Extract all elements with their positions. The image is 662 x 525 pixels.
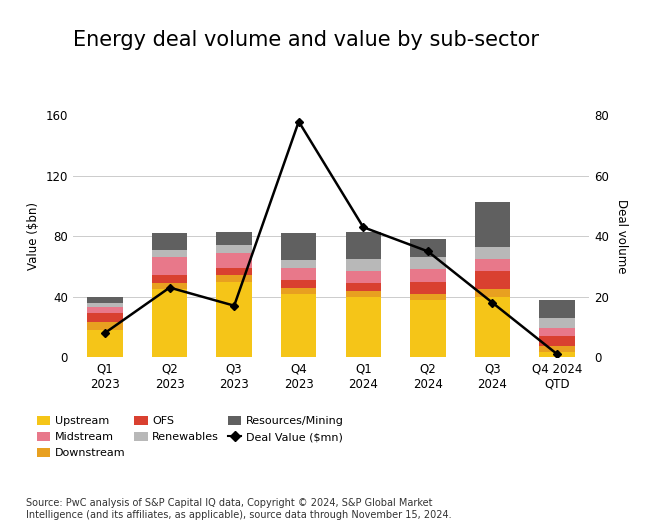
Bar bbox=[152, 250, 187, 257]
Bar bbox=[87, 297, 123, 302]
Bar bbox=[410, 257, 446, 269]
Bar bbox=[410, 300, 446, 357]
Bar bbox=[281, 288, 316, 293]
Deal Value ($mn) bbox=[359, 224, 367, 230]
Deal Value ($mn) bbox=[553, 351, 561, 357]
Y-axis label: Value ($bn): Value ($bn) bbox=[27, 202, 40, 270]
Bar bbox=[152, 276, 187, 283]
Bar bbox=[216, 253, 252, 268]
Deal Value ($mn) bbox=[489, 299, 496, 306]
Bar bbox=[216, 281, 252, 357]
Bar bbox=[346, 271, 381, 283]
Bar bbox=[216, 232, 252, 245]
Bar bbox=[216, 268, 252, 276]
Bar bbox=[475, 202, 510, 247]
Bar bbox=[539, 346, 575, 352]
Bar bbox=[346, 232, 381, 259]
Bar bbox=[475, 247, 510, 259]
Bar bbox=[346, 297, 381, 357]
Deal Value ($mn) bbox=[230, 302, 238, 309]
Deal Value ($mn) bbox=[166, 285, 173, 291]
Bar bbox=[87, 322, 123, 330]
Bar bbox=[539, 352, 575, 357]
Bar bbox=[539, 328, 575, 336]
Bar bbox=[475, 259, 510, 271]
Bar bbox=[475, 297, 510, 357]
Text: Energy deal volume and value by sub-sector: Energy deal volume and value by sub-sect… bbox=[73, 30, 539, 50]
Bar bbox=[539, 300, 575, 318]
Bar bbox=[87, 302, 123, 307]
Bar bbox=[346, 259, 381, 271]
Bar bbox=[152, 233, 187, 250]
Y-axis label: Deal volume: Deal volume bbox=[616, 199, 628, 274]
Bar bbox=[475, 271, 510, 289]
Legend: Upstream, Midstream, Downstream, OFS, Renewables, Resources/Mining, Deal Value (: Upstream, Midstream, Downstream, OFS, Re… bbox=[37, 416, 344, 458]
Deal Value ($mn) bbox=[101, 330, 109, 336]
Bar bbox=[216, 276, 252, 281]
Bar bbox=[346, 283, 381, 290]
Bar bbox=[281, 280, 316, 288]
Bar bbox=[410, 281, 446, 293]
Deal Value ($mn) bbox=[424, 248, 432, 255]
Bar bbox=[410, 269, 446, 281]
Bar bbox=[152, 257, 187, 276]
Bar bbox=[539, 336, 575, 346]
Deal Value ($mn) bbox=[295, 118, 303, 124]
Bar bbox=[87, 307, 123, 313]
Bar bbox=[281, 233, 316, 260]
Bar bbox=[475, 289, 510, 297]
Line: Deal Value ($mn): Deal Value ($mn) bbox=[102, 119, 560, 357]
Bar bbox=[281, 293, 316, 357]
Bar bbox=[87, 330, 123, 357]
Bar bbox=[152, 289, 187, 357]
Bar bbox=[346, 291, 381, 297]
Bar bbox=[87, 313, 123, 322]
Bar bbox=[216, 245, 252, 253]
Bar bbox=[152, 283, 187, 289]
Bar bbox=[281, 268, 316, 280]
Text: Source: PwC analysis of S&P Capital IQ data, Copyright © 2024, S&P Global Market: Source: PwC analysis of S&P Capital IQ d… bbox=[26, 498, 452, 520]
Bar bbox=[539, 318, 575, 328]
Bar bbox=[281, 260, 316, 268]
Bar bbox=[410, 239, 446, 257]
Bar bbox=[410, 293, 446, 300]
